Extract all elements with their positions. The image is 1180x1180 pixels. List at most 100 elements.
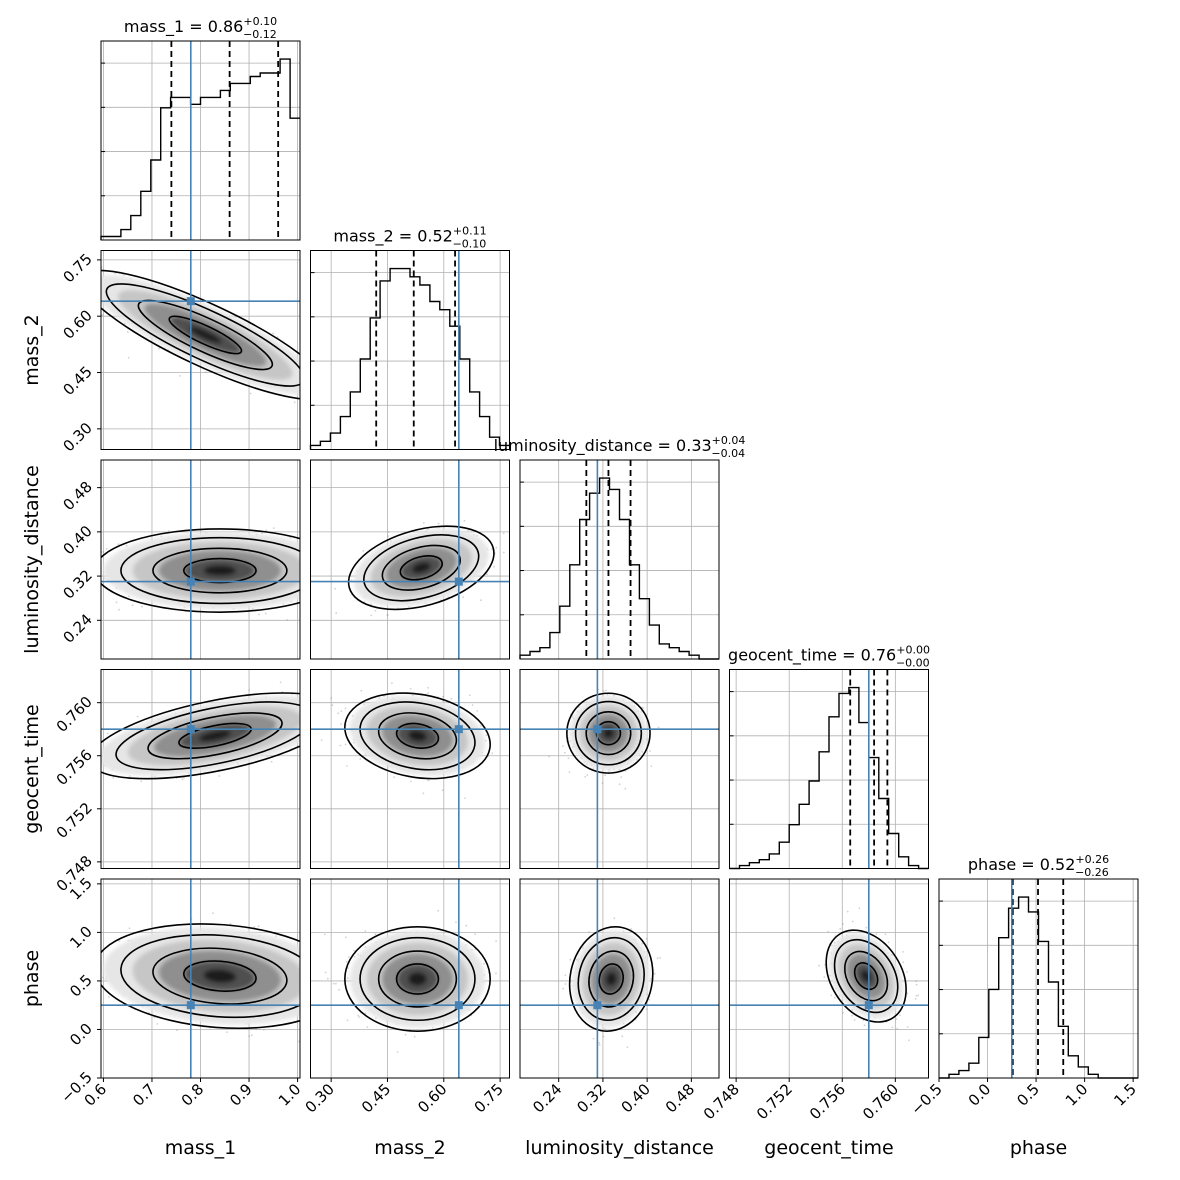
contour-lines xyxy=(101,528,300,613)
y-tick-label: 0.752 xyxy=(53,799,96,842)
contour xyxy=(843,950,889,1002)
contour xyxy=(381,544,461,591)
x-axis-label-phase: phase xyxy=(1010,1137,1067,1159)
contour xyxy=(833,938,899,1014)
x-tick-label: 1.0 xyxy=(1062,1080,1092,1110)
truth-marker xyxy=(454,577,463,586)
contour xyxy=(399,554,444,581)
density-fill xyxy=(569,696,648,771)
hist2d-panel-mass_1-luminosity_distance xyxy=(100,459,301,660)
panel-title-luminosity_distance: luminosity_distance = 0.33+0.04 −0.04 xyxy=(494,434,746,460)
contour xyxy=(347,525,495,611)
x-tick-label: 0.60 xyxy=(414,1080,450,1116)
y-axis-label-mass_2: mass_2 xyxy=(21,314,43,386)
contour xyxy=(359,936,476,1022)
hist2d-panel-mass_2-phase xyxy=(310,878,510,1079)
contour-lines xyxy=(344,926,491,1032)
contour xyxy=(168,315,243,355)
x-axis-label-luminosity_distance: luminosity_distance xyxy=(525,1137,714,1159)
y-tick-label: 0.48 xyxy=(59,478,95,514)
panel-frame xyxy=(100,459,301,660)
contour xyxy=(183,960,257,992)
contour xyxy=(566,692,651,774)
x-tick-label: 0.5 xyxy=(1013,1080,1043,1110)
histogram-step xyxy=(519,477,719,660)
y-tick-label: 0.5 xyxy=(66,971,96,1001)
y-axis-label-luminosity_distance: luminosity_distance xyxy=(21,465,43,654)
x-tick-label: 1.0 xyxy=(275,1080,305,1110)
contour xyxy=(183,557,257,584)
contour xyxy=(147,712,283,760)
hist2d-panel-mass_1-mass_2 xyxy=(100,250,301,450)
histogram-step xyxy=(309,267,510,450)
contour xyxy=(101,269,300,401)
contour xyxy=(152,547,288,594)
x-tick-label: 0.30 xyxy=(302,1080,338,1116)
contour xyxy=(359,701,476,771)
panel-frame xyxy=(729,669,929,869)
x-tick-label: 0.24 xyxy=(529,1080,565,1116)
panel-frame xyxy=(938,878,1139,1079)
truth-marker xyxy=(186,577,195,586)
contour-lines xyxy=(566,692,651,774)
contour xyxy=(120,934,300,1019)
contour xyxy=(574,700,643,766)
x-axis-label-mass_1: mass_1 xyxy=(165,1137,237,1159)
x-tick-label: 0.760 xyxy=(859,1080,902,1123)
x-axis-label-geocent_time: geocent_time xyxy=(764,1137,893,1159)
y-tick-label: 0.75 xyxy=(59,250,95,286)
x-tick-label: 0.40 xyxy=(618,1080,654,1116)
panel-frame xyxy=(100,40,301,241)
y-tick-label: 0.32 xyxy=(59,566,95,602)
hist2d-panel-luminosity_distance-geocent_time xyxy=(519,669,720,869)
y-tick-label: 0.40 xyxy=(59,522,95,558)
y-tick-label: 0.45 xyxy=(59,363,95,399)
histogram-step xyxy=(939,896,1138,1079)
x-tick-label: 0.8 xyxy=(178,1080,208,1110)
hist1d-panel-luminosity_distance: luminosity_distance = 0.33+0.04 −0.04 xyxy=(494,434,746,660)
y-axis-label-geocent_time: geocent_time xyxy=(21,704,43,833)
histogram-step xyxy=(100,58,300,240)
truth-marker xyxy=(454,1001,463,1010)
y-axis-label-phase: phase xyxy=(21,950,43,1007)
hist1d-panel-mass_2: mass_2 = 0.52+0.11 −0.10 xyxy=(309,225,510,450)
truth-marker xyxy=(864,1001,873,1010)
y-tick-label: 1.0 xyxy=(66,922,96,952)
panel-frame xyxy=(519,669,720,869)
x-tick-label: 0.752 xyxy=(753,1080,796,1123)
hist2d-panel-mass_2-geocent_time xyxy=(310,669,510,869)
contour-lines xyxy=(825,929,907,1023)
contour-lines xyxy=(101,923,300,1030)
density-fill xyxy=(103,927,300,1025)
panel-frame xyxy=(310,250,510,450)
panel-title-phase: phase = 0.52+0.26 −0.26 xyxy=(968,853,1109,879)
hist2d-panel-luminosity_distance-phase xyxy=(519,878,720,1079)
hist2d-panel-geocent_time-phase xyxy=(729,878,929,1079)
panel-frame xyxy=(729,878,929,1079)
panel-title-mass_2: mass_2 = 0.52+0.11 −0.10 xyxy=(333,225,486,251)
y-tick-label: 0.760 xyxy=(53,693,96,736)
contour xyxy=(853,962,879,991)
truth-marker xyxy=(186,297,195,306)
x-tick-label: 0.748 xyxy=(700,1080,743,1123)
contour-lines xyxy=(101,692,300,780)
x-tick-label: 0.75 xyxy=(471,1080,507,1116)
contour-lines xyxy=(568,926,654,1032)
x-tick-label: 0.7 xyxy=(129,1080,159,1110)
contour xyxy=(105,283,300,387)
truth-marker xyxy=(593,1001,602,1010)
contour xyxy=(137,299,274,371)
y-tick-label: 0.756 xyxy=(53,746,96,789)
contour xyxy=(825,929,907,1023)
panel-frame xyxy=(100,250,301,450)
panel-title-mass_1: mass_1 = 0.86+0.10 −0.12 xyxy=(124,15,277,41)
contour xyxy=(598,963,625,995)
hist2d-panel-mass_1-geocent_time xyxy=(100,669,301,869)
y-tick-label: 0.60 xyxy=(59,306,95,342)
density-fill xyxy=(101,696,300,776)
truth-marker xyxy=(593,725,602,734)
x-tick-label: 0.0 xyxy=(965,1080,995,1110)
x-tick-label: 0.32 xyxy=(573,1080,609,1116)
x-axis-label-mass_2: mass_2 xyxy=(374,1137,446,1159)
